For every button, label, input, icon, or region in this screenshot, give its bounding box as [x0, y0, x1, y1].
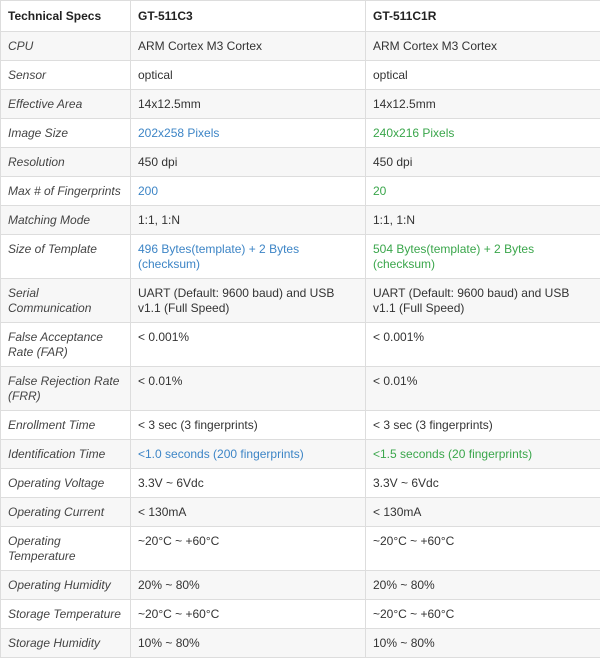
spec-value: 240x216 Pixels: [366, 119, 600, 148]
spec-value: optical: [131, 61, 366, 90]
spec-value: ~20°C ~ +60°C: [366, 527, 600, 571]
spec-value: 3.3V ~ 6Vdc: [131, 469, 366, 498]
spec-value: UART (Default: 9600 baud) and USB v1.1 (…: [366, 279, 600, 323]
spec-value: ~20°C ~ +60°C: [131, 527, 366, 571]
spec-label: Enrollment Time: [1, 411, 131, 440]
spec-label: Matching Mode: [1, 206, 131, 235]
spec-value: 20: [366, 177, 600, 206]
spec-value: 450 dpi: [131, 148, 366, 177]
spec-value: 20% ~ 80%: [366, 571, 600, 600]
spec-value: < 0.01%: [366, 367, 600, 411]
spec-label: Operating Current: [1, 498, 131, 527]
spec-label: Identification Time: [1, 440, 131, 469]
spec-label: Effective Area: [1, 90, 131, 119]
spec-value: 1:1, 1:N: [131, 206, 366, 235]
spec-value: 14x12.5mm: [131, 90, 366, 119]
spec-value: 14x12.5mm: [366, 90, 600, 119]
spec-row: Identification Time<1.0 seconds (200 fin…: [1, 440, 600, 469]
spec-value: 504 Bytes(template) + 2 Bytes (checksum): [366, 235, 600, 279]
spec-row: Storage Temperature~20°C ~ +60°C~20°C ~ …: [1, 600, 600, 629]
spec-row: Operating Temperature~20°C ~ +60°C~20°C …: [1, 527, 600, 571]
spec-value: 200: [131, 177, 366, 206]
spec-value: < 3 sec (3 fingerprints): [366, 411, 600, 440]
spec-value: ARM Cortex M3 Cortex: [366, 32, 600, 61]
spec-value: ARM Cortex M3 Cortex: [131, 32, 366, 61]
spec-label: Size of Template: [1, 235, 131, 279]
header-cell: GT-511C1R: [366, 1, 600, 32]
spec-value: <1.5 seconds (20 fingerprints): [366, 440, 600, 469]
spec-value: < 130mA: [366, 498, 600, 527]
spec-label: Operating Humidity: [1, 571, 131, 600]
spec-value: < 3 sec (3 fingerprints): [131, 411, 366, 440]
spec-label: Image Size: [1, 119, 131, 148]
spec-row: False Rejection Rate (FRR)< 0.01%< 0.01%: [1, 367, 600, 411]
spec-value: 10% ~ 80%: [131, 629, 366, 658]
spec-label: Max # of Fingerprints: [1, 177, 131, 206]
spec-label: False Acceptance Rate (FAR): [1, 323, 131, 367]
header-cell: GT-511C3: [131, 1, 366, 32]
spec-value: 1:1, 1:N: [366, 206, 600, 235]
spec-label: Storage Temperature: [1, 600, 131, 629]
spec-value: optical: [366, 61, 600, 90]
spec-value: 10% ~ 80%: [366, 629, 600, 658]
spec-value: 3.3V ~ 6Vdc: [366, 469, 600, 498]
spec-label: Operating Voltage: [1, 469, 131, 498]
spec-value: < 130mA: [131, 498, 366, 527]
spec-label: Sensor: [1, 61, 131, 90]
spec-value: < 0.001%: [131, 323, 366, 367]
spec-label: Resolution: [1, 148, 131, 177]
spec-label: False Rejection Rate (FRR): [1, 367, 131, 411]
spec-value: 450 dpi: [366, 148, 600, 177]
spec-row: Enrollment Time< 3 sec (3 fingerprints)<…: [1, 411, 600, 440]
spec-value: UART (Default: 9600 baud) and USB v1.1 (…: [131, 279, 366, 323]
spec-value: 202x258 Pixels: [131, 119, 366, 148]
spec-value: <1.0 seconds (200 fingerprints): [131, 440, 366, 469]
header-cell: Technical Specs: [1, 1, 131, 32]
spec-row: Operating Current< 130mA< 130mA: [1, 498, 600, 527]
spec-value: 20% ~ 80%: [131, 571, 366, 600]
spec-value: 496 Bytes(template) + 2 Bytes (checksum): [131, 235, 366, 279]
spec-value: < 0.001%: [366, 323, 600, 367]
spec-label: CPU: [1, 32, 131, 61]
spec-value: ~20°C ~ +60°C: [366, 600, 600, 629]
spec-label: Serial Communication: [1, 279, 131, 323]
spec-label: Storage Humidity: [1, 629, 131, 658]
spec-value: ~20°C ~ +60°C: [131, 600, 366, 629]
spec-label: Operating Temperature: [1, 527, 131, 571]
spec-row: False Acceptance Rate (FAR)< 0.001%< 0.0…: [1, 323, 600, 367]
spec-value: < 0.01%: [131, 367, 366, 411]
